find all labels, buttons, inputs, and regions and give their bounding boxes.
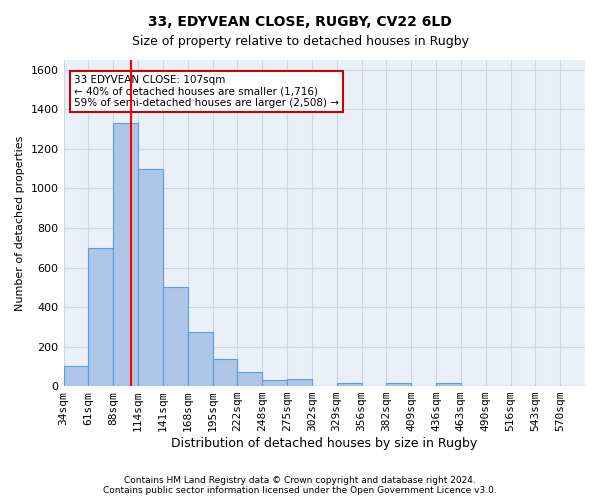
Bar <box>163 288 188 386</box>
Bar <box>64 366 88 386</box>
Bar <box>212 360 238 386</box>
Text: 33 EDYVEAN CLOSE: 107sqm
← 40% of detached houses are smaller (1,716)
59% of sem: 33 EDYVEAN CLOSE: 107sqm ← 40% of detach… <box>74 74 339 108</box>
Text: Size of property relative to detached houses in Rugby: Size of property relative to detached ho… <box>131 35 469 48</box>
Text: Contains HM Land Registry data © Crown copyright and database right 2024.
Contai: Contains HM Land Registry data © Crown c… <box>103 476 497 495</box>
Bar <box>386 383 411 386</box>
Bar <box>138 168 163 386</box>
Y-axis label: Number of detached properties: Number of detached properties <box>15 136 25 310</box>
Bar <box>262 380 287 386</box>
Text: 33, EDYVEAN CLOSE, RUGBY, CV22 6LD: 33, EDYVEAN CLOSE, RUGBY, CV22 6LD <box>148 15 452 29</box>
Bar <box>238 372 262 386</box>
Bar <box>113 123 138 386</box>
Bar <box>188 332 212 386</box>
X-axis label: Distribution of detached houses by size in Rugby: Distribution of detached houses by size … <box>171 437 478 450</box>
Bar <box>337 383 362 386</box>
Bar <box>287 379 312 386</box>
Bar <box>88 248 113 386</box>
Bar <box>436 383 461 386</box>
